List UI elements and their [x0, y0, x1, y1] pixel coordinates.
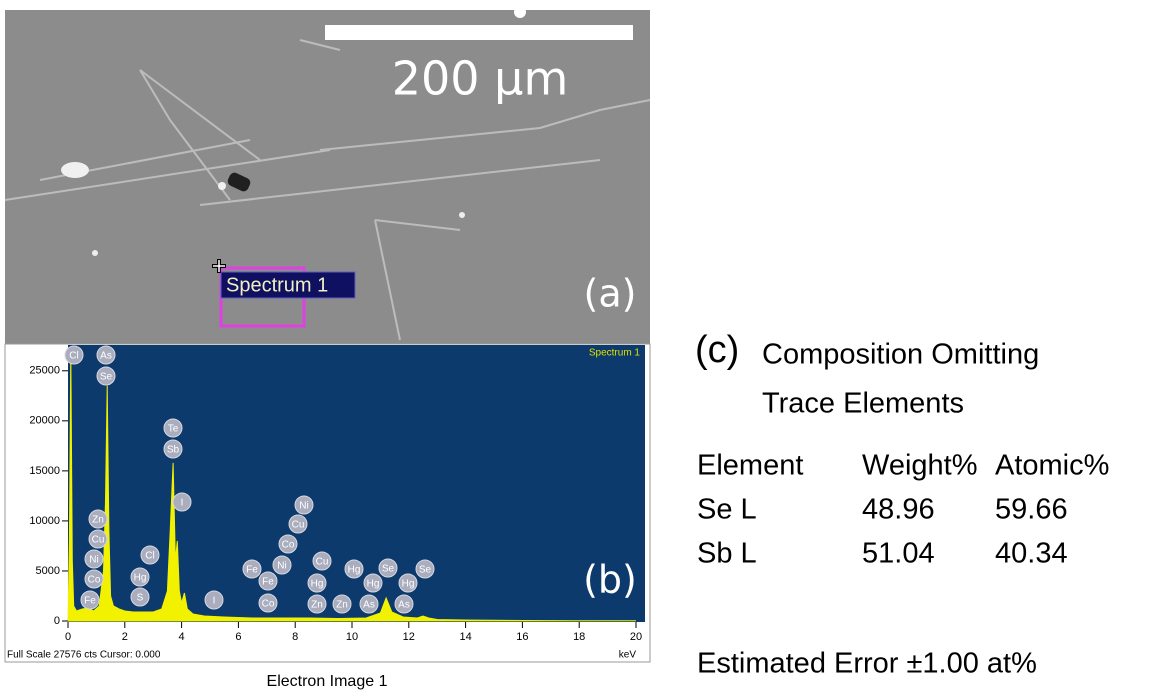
x-tick-label: 10 — [346, 631, 358, 643]
y-tick-label: 10000 — [29, 515, 60, 527]
figure: 200 µm (a) Spectrum 1 Cl As Se Te Sb Zn Cu Ni Co… — [0, 0, 1173, 693]
peak-label: I — [181, 498, 184, 509]
peak-label: S — [137, 593, 144, 604]
peak-label: Cl — [145, 551, 154, 562]
peak-label: As — [398, 600, 410, 611]
y-tick-label: 25000 — [29, 365, 60, 377]
peak-label: Zn — [311, 600, 323, 611]
peak-label: Hg — [367, 579, 380, 590]
peak-label: Hg — [348, 565, 361, 576]
peak-label: Co — [262, 599, 275, 610]
x-tick-label: 20 — [630, 631, 642, 643]
x-tick-label: 2 — [122, 631, 128, 643]
footer: Full Scale 27576 cts Cursor: 0.000 — [7, 650, 161, 661]
x-tick-label: 0 — [65, 631, 71, 643]
peak-label: Co — [88, 575, 101, 586]
peak-label: Se — [382, 564, 395, 575]
table-cell: Sb L — [697, 538, 757, 570]
peak-label: Fe — [246, 565, 258, 576]
peak-label: Cl — [69, 351, 78, 362]
peak-label: Se — [419, 565, 432, 576]
x-tick-label: 14 — [459, 631, 471, 643]
spectrum-box-label: Spectrum 1 — [226, 274, 328, 296]
table-header: Element — [697, 450, 803, 482]
peak-label: As — [100, 351, 112, 362]
x-tick-label: 4 — [179, 631, 185, 643]
y-tick-label: 5000 — [36, 565, 60, 577]
caption: Electron Image 1 — [267, 673, 388, 690]
x-tick-label: 8 — [292, 631, 298, 643]
title-line: Composition Omitting — [762, 339, 1039, 371]
peak-label: Ni — [89, 555, 98, 566]
table-cell: 59.66 — [995, 494, 1068, 526]
panel-label: (b) — [583, 558, 637, 602]
peak-label: Cu — [292, 520, 305, 531]
table-cell: Se L — [697, 494, 757, 526]
peak-label: Fe — [84, 596, 96, 607]
peak-label: Zn — [336, 600, 348, 611]
peak-label: Ni — [299, 501, 308, 512]
peak-label: Se — [100, 372, 113, 383]
peak-label: Zn — [92, 515, 104, 526]
peak-label: Ni — [277, 561, 286, 572]
x-tick-label: 16 — [516, 631, 528, 643]
table-header: Atomic% — [995, 450, 1109, 482]
table-cell: 40.34 — [995, 538, 1068, 570]
y-tick-label: 0 — [54, 615, 60, 627]
scale-bar-label: 200 µm — [392, 52, 569, 106]
panel-label: (c) — [695, 329, 739, 371]
peak-label: Cu — [92, 535, 105, 546]
peak-label: Fe — [262, 577, 274, 588]
x-axis-label: keV — [619, 650, 637, 661]
peak-label: I — [213, 596, 216, 607]
peak-label: As — [363, 600, 375, 611]
peak-label: Hg — [134, 573, 147, 584]
panel-label: (a) — [584, 272, 637, 316]
composition-table: Element Weight% Atomic% Se L 48.96 59.66 Sb L 5… — [697, 450, 1109, 570]
peak-label: Cu — [316, 557, 329, 568]
table-cell: 48.96 — [862, 494, 935, 526]
y-tick-label: 15000 — [29, 465, 60, 477]
title-line: Trace Elements — [762, 388, 964, 420]
peak-label: Te — [168, 424, 179, 435]
spectrum-title: Spectrum 1 — [589, 348, 641, 359]
peak-label: Hg — [402, 579, 415, 590]
y-tick-label: 20000 — [29, 415, 60, 427]
note: Estimated Error ±1.00 at% — [697, 648, 1037, 680]
peak-label: Sb — [167, 445, 180, 456]
peak-label: Hg — [311, 579, 324, 590]
x-tick-label: 18 — [573, 631, 585, 643]
x-tick-label: 6 — [235, 631, 241, 643]
table-header: Weight% — [862, 450, 978, 482]
table-cell: 51.04 — [862, 538, 935, 570]
plot-area — [68, 345, 645, 622]
x-tick-label: 12 — [403, 631, 415, 643]
peak-label: Co — [282, 540, 295, 551]
